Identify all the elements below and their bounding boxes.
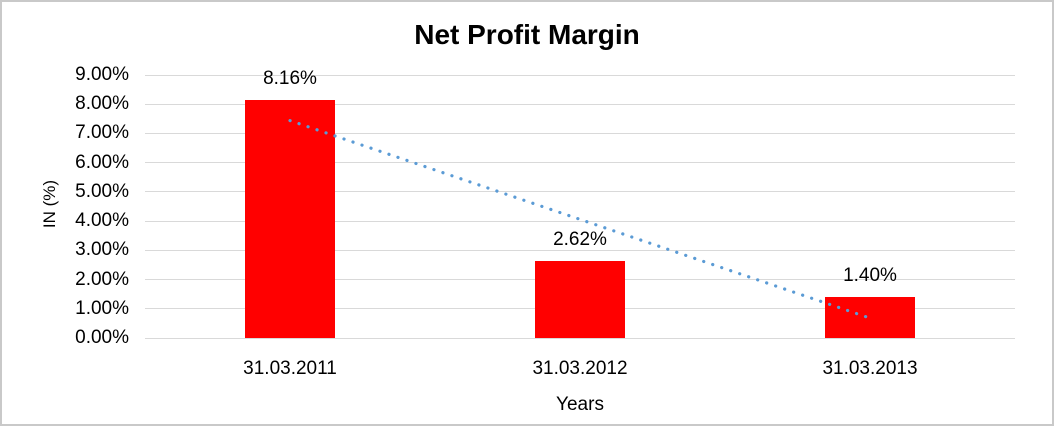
bar xyxy=(245,99,335,338)
y-tick-label: 1.00% xyxy=(75,297,129,319)
y-tick-label: 5.00% xyxy=(75,180,129,202)
gridline xyxy=(145,337,1015,339)
y-tick-label: 3.00% xyxy=(75,239,129,261)
x-tick-label: 31.03.2012 xyxy=(532,358,628,379)
gridline xyxy=(145,132,1015,134)
x-tick-label: 31.03.2013 xyxy=(822,358,918,379)
gridline xyxy=(145,103,1015,105)
y-tick-label: 9.00% xyxy=(75,64,129,85)
bar-value-label: 1.40% xyxy=(843,265,897,287)
x-axis-title: Years xyxy=(556,394,604,415)
x-tick-label: 31.03.2011 xyxy=(243,358,337,379)
y-tick-label: 7.00% xyxy=(75,122,129,144)
gridline xyxy=(145,74,1015,76)
bar xyxy=(825,297,915,338)
y-tick-label: 4.00% xyxy=(75,210,129,232)
plot-area: 8.16% 2.62% 1.40% xyxy=(145,68,1015,339)
gridline xyxy=(145,162,1015,164)
y-tick-label: 2.00% xyxy=(75,268,129,290)
y-tick-label: 0.00% xyxy=(75,327,129,348)
bar-value-label: 8.16% xyxy=(263,67,317,89)
y-tick-label: 8.00% xyxy=(75,93,129,115)
gridline xyxy=(145,249,1015,251)
y-tick-label: 6.00% xyxy=(75,151,129,173)
bar-value-label: 2.62% xyxy=(553,229,607,251)
gridline xyxy=(145,191,1015,193)
chart-title: Net Profit Margin xyxy=(414,19,640,50)
bar xyxy=(535,261,625,338)
gridline xyxy=(145,220,1015,222)
